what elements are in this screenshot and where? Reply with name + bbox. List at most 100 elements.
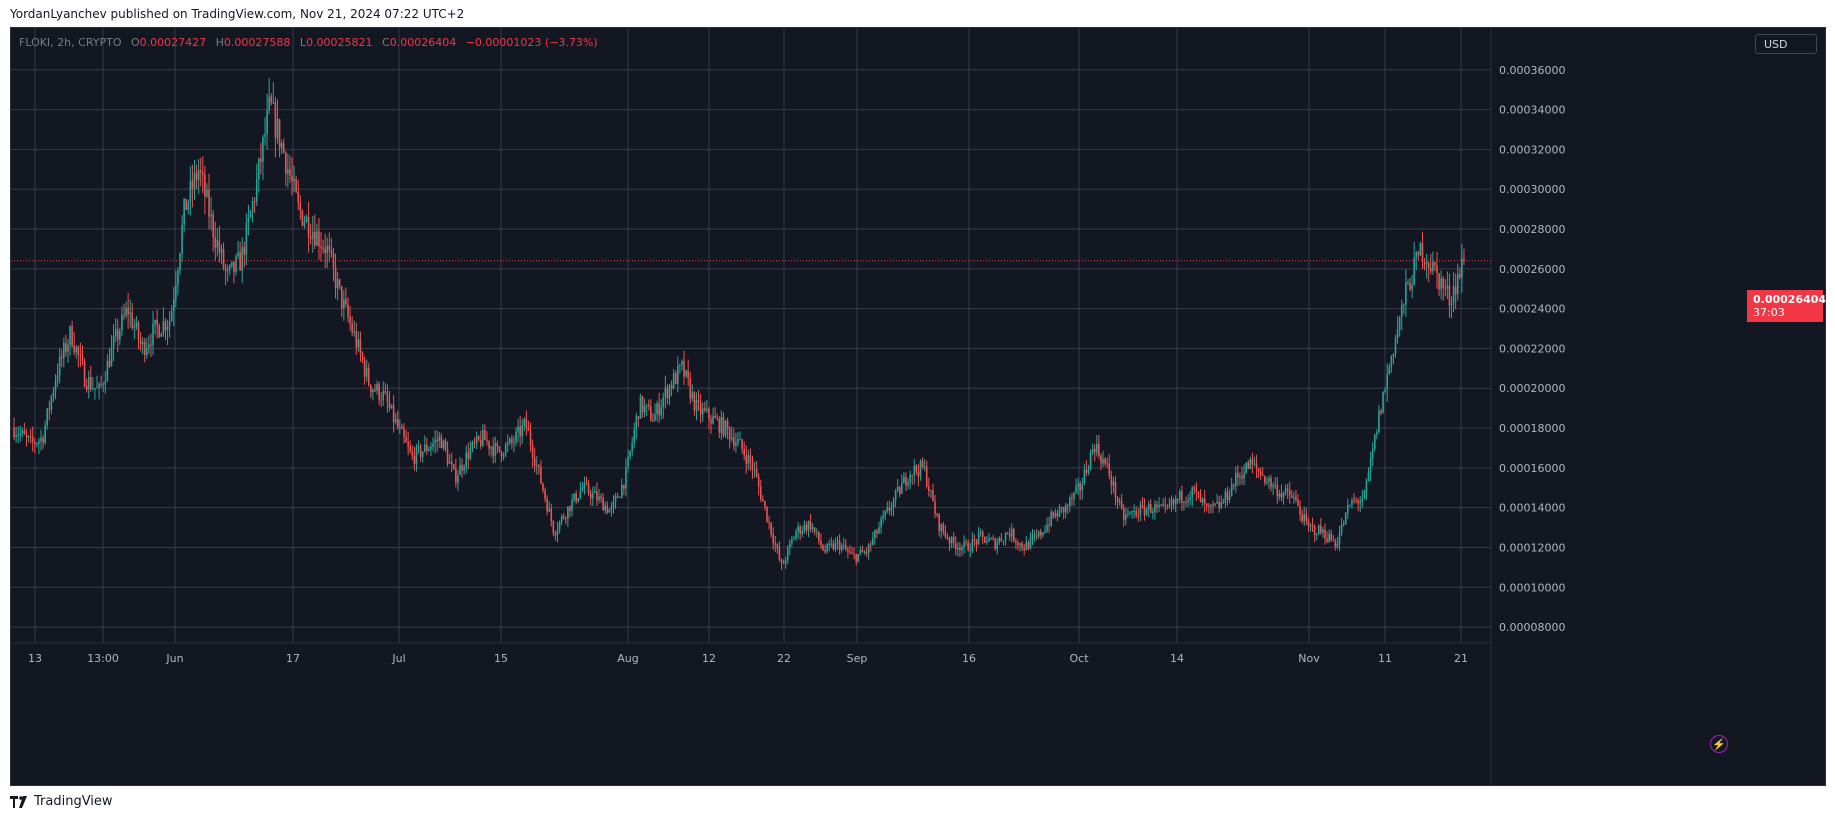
x-tick-label: 21 xyxy=(1454,652,1468,665)
candle-body xyxy=(786,547,789,561)
candle-body xyxy=(1172,500,1175,504)
candle-body xyxy=(282,143,285,153)
candle-body xyxy=(390,404,393,408)
candle-body xyxy=(191,180,194,190)
candle-body xyxy=(469,448,472,459)
candle-body xyxy=(957,547,959,550)
candle-body xyxy=(75,346,78,353)
candle-body xyxy=(1197,491,1200,494)
candle-body xyxy=(666,387,669,398)
candle-body xyxy=(71,326,73,346)
candle-body xyxy=(314,231,316,246)
candle-body xyxy=(681,360,683,365)
candle-body xyxy=(1156,504,1158,507)
candle-body xyxy=(318,231,320,247)
candle-body xyxy=(237,252,239,257)
candle-body xyxy=(228,265,231,271)
candle-body xyxy=(185,198,188,210)
candle-body xyxy=(552,521,555,533)
candle-body xyxy=(795,531,797,539)
candle-body xyxy=(691,392,694,399)
candle-body xyxy=(440,436,443,448)
candle-body xyxy=(637,416,640,419)
candle-body xyxy=(1226,491,1229,500)
candle-body xyxy=(1170,500,1173,506)
candle-body xyxy=(457,475,459,483)
candle-body xyxy=(374,389,376,391)
candle-body xyxy=(882,516,884,519)
candle-body xyxy=(1340,524,1343,534)
candle-body xyxy=(436,439,438,441)
candle-body xyxy=(1388,366,1391,374)
candle-body xyxy=(135,322,138,328)
candle-body xyxy=(647,404,650,407)
candle-body xyxy=(1019,543,1021,546)
candle-body xyxy=(1129,512,1131,514)
candle-body xyxy=(1373,434,1376,449)
candle-body xyxy=(1452,286,1455,303)
candle-body xyxy=(291,175,293,181)
candle-body xyxy=(401,426,403,429)
candle-body xyxy=(1232,484,1235,486)
candle-body xyxy=(353,331,356,333)
candle-body xyxy=(1276,484,1279,497)
candle-body xyxy=(152,323,154,346)
candle-body xyxy=(751,462,754,470)
candle-body xyxy=(1048,524,1050,526)
candle-body xyxy=(1247,462,1250,470)
candle-body xyxy=(901,483,903,494)
candle-body xyxy=(129,312,131,315)
candle-body xyxy=(668,385,671,398)
candle-body xyxy=(183,198,185,225)
candle-body xyxy=(170,311,173,321)
candle-body xyxy=(403,428,405,438)
candle-body xyxy=(602,498,604,511)
candle-body xyxy=(961,547,963,551)
publish-header: YordanLyanchev published on TradingView.… xyxy=(10,7,465,21)
candle-body xyxy=(1309,525,1312,527)
candle-body xyxy=(1176,498,1179,500)
chart-pane[interactable]: 0.00008000 0.00010000 0.00012000 0.00014000… xyxy=(10,27,1826,786)
x-tick-label: Jun xyxy=(165,652,183,665)
candle-body xyxy=(245,222,248,255)
candle-body xyxy=(755,469,758,477)
candle-body xyxy=(575,493,577,502)
candle-body xyxy=(452,464,455,469)
candle-body xyxy=(195,172,198,181)
candle-body xyxy=(1093,448,1096,453)
candle-body xyxy=(598,496,600,500)
candle-body xyxy=(581,487,584,491)
candle-body xyxy=(986,541,988,543)
lightning-icon[interactable]: ⚡ xyxy=(1710,735,1728,753)
candle-body xyxy=(809,521,812,530)
candle-body xyxy=(652,420,654,422)
price-chart[interactable]: 0.00008000 0.00010000 0.00012000 0.00014000… xyxy=(11,28,1825,785)
candle-body xyxy=(1017,542,1019,546)
candle-body xyxy=(65,342,67,352)
candle-body xyxy=(351,323,353,333)
candle-body xyxy=(606,505,609,513)
candle-body xyxy=(1382,391,1384,414)
candle-body xyxy=(31,436,34,442)
candle-body xyxy=(859,550,862,555)
candle-body xyxy=(475,436,478,444)
candle-body xyxy=(741,439,743,449)
candle-body xyxy=(1403,304,1405,306)
candle-body xyxy=(888,507,891,511)
candle-body xyxy=(672,373,675,389)
candle-body xyxy=(527,427,530,431)
candle-body xyxy=(834,542,837,550)
ohlc-legend: FLOKI, 2h, CRYPTO O0.00027427 H0.0002758… xyxy=(19,36,598,49)
candle-body xyxy=(1357,500,1359,504)
candle-body xyxy=(1351,500,1353,505)
candle-body xyxy=(376,384,378,391)
candle-body xyxy=(1336,543,1339,547)
candle-body xyxy=(233,261,235,273)
candle-body xyxy=(762,499,764,502)
currency-selector[interactable]: USD xyxy=(1755,34,1817,54)
candle-body xyxy=(718,418,721,433)
candle-body xyxy=(372,389,374,393)
candle-body xyxy=(334,267,337,289)
candle-body xyxy=(181,224,183,254)
candle-body xyxy=(382,391,385,400)
